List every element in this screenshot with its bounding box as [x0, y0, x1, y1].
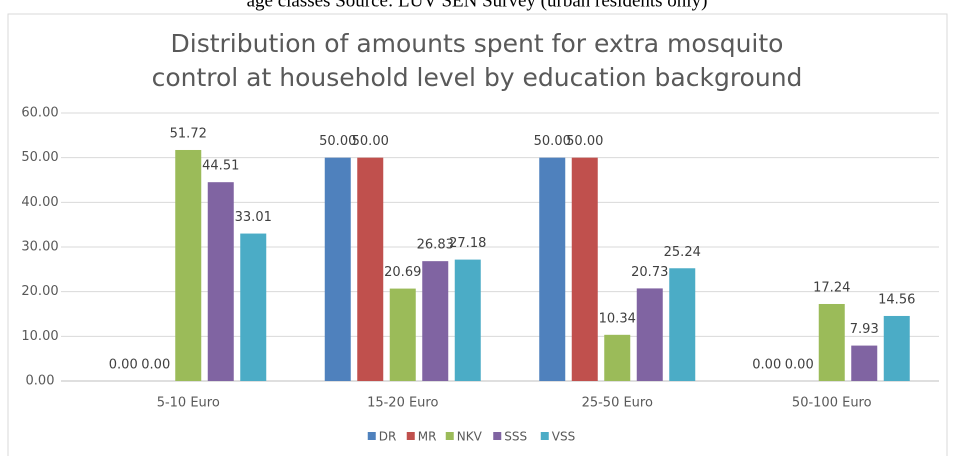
caption: age classes Source: LUV SEN Survey (urba…	[247, 0, 708, 11]
y-tick-label: 40.00	[21, 195, 58, 210]
x-tick-label: 5-10 Euro	[157, 396, 220, 411]
value-label: 50.00	[352, 134, 389, 149]
bar	[357, 157, 384, 381]
value-label: 26.83	[417, 238, 454, 253]
bar	[818, 303, 845, 381]
bar	[422, 261, 449, 381]
bar	[669, 268, 696, 381]
value-label: 20.69	[384, 265, 421, 280]
value-label: 0.00	[141, 358, 170, 373]
bar	[539, 157, 566, 381]
y-tick-label: 30.00	[21, 240, 58, 255]
value-label: 0.00	[752, 358, 781, 373]
value-label: 20.73	[631, 265, 668, 280]
value-label: 50.00	[319, 134, 356, 149]
bar	[604, 334, 631, 381]
value-label: 51.72	[170, 126, 207, 141]
x-tick-label: 25-50 Euro	[582, 396, 653, 411]
chart-title: control at household level by education …	[152, 63, 803, 92]
y-tick-label: 20.00	[21, 284, 58, 299]
value-label: 33.01	[235, 210, 272, 225]
y-tick-label: 10.00	[21, 329, 58, 344]
legend-label: MR	[418, 430, 437, 444]
bar	[883, 315, 910, 381]
legend-swatch	[367, 432, 376, 440]
y-tick-label: 50.00	[21, 150, 58, 165]
x-tick-label: 50-100 Euro	[792, 396, 872, 411]
value-label: 0.00	[109, 358, 138, 373]
value-label: 44.51	[202, 159, 239, 174]
x-tick-label: 15-20 Euro	[367, 396, 438, 411]
bar	[454, 259, 481, 381]
value-label: 7.93	[850, 322, 879, 337]
legend-label: NKV	[457, 430, 483, 444]
bar	[240, 233, 267, 381]
legend-label: DR	[379, 430, 397, 444]
bar	[571, 157, 598, 381]
value-label: 10.34	[599, 311, 636, 326]
y-tick-label: 0.00	[26, 374, 55, 389]
value-label: 14.56	[878, 292, 915, 307]
value-label: 17.24	[813, 280, 850, 295]
bar	[207, 182, 234, 381]
chart-frame	[7, 13, 948, 456]
bar	[324, 157, 351, 381]
value-label: 27.18	[449, 236, 486, 251]
legend-swatch	[493, 432, 502, 440]
legend-label: VSS	[552, 430, 575, 444]
y-tick-label: 60.00	[21, 106, 58, 121]
legend-swatch	[445, 432, 454, 440]
value-label: 50.00	[534, 134, 571, 149]
legend-swatch	[406, 432, 415, 440]
chart-title: Distribution of amounts spent for extra …	[171, 29, 784, 58]
legend-label: SSS	[504, 430, 527, 444]
bar	[389, 288, 416, 381]
value-label: 0.00	[785, 358, 814, 373]
bar	[636, 288, 663, 381]
value-label: 25.24	[664, 245, 701, 260]
bar	[175, 149, 202, 381]
value-label: 50.00	[566, 134, 603, 149]
legend-swatch	[540, 432, 549, 440]
bar	[851, 345, 878, 381]
